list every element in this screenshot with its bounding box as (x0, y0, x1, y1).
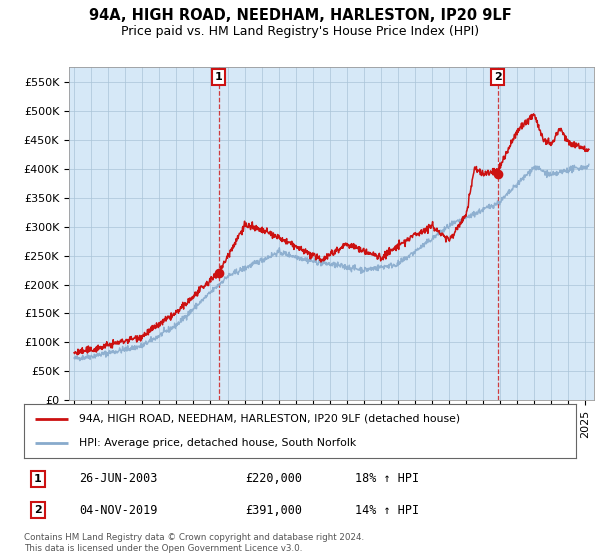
Text: HPI: Average price, detached house, South Norfolk: HPI: Average price, detached house, Sout… (79, 438, 356, 448)
Text: Contains HM Land Registry data © Crown copyright and database right 2024.
This d: Contains HM Land Registry data © Crown c… (24, 533, 364, 553)
Text: 26-JUN-2003: 26-JUN-2003 (79, 472, 158, 485)
Text: 2: 2 (494, 72, 502, 82)
Text: 94A, HIGH ROAD, NEEDHAM, HARLESTON, IP20 9LF: 94A, HIGH ROAD, NEEDHAM, HARLESTON, IP20… (89, 8, 511, 24)
Text: 04-NOV-2019: 04-NOV-2019 (79, 504, 158, 517)
Text: £391,000: £391,000 (245, 504, 302, 517)
Text: 2: 2 (34, 505, 41, 515)
Text: £220,000: £220,000 (245, 472, 302, 485)
Text: 14% ↑ HPI: 14% ↑ HPI (355, 504, 419, 517)
Text: 94A, HIGH ROAD, NEEDHAM, HARLESTON, IP20 9LF (detached house): 94A, HIGH ROAD, NEEDHAM, HARLESTON, IP20… (79, 414, 460, 424)
Text: Price paid vs. HM Land Registry's House Price Index (HPI): Price paid vs. HM Land Registry's House … (121, 25, 479, 38)
Text: 18% ↑ HPI: 18% ↑ HPI (355, 472, 419, 485)
Text: 1: 1 (215, 72, 223, 82)
Text: 1: 1 (34, 474, 41, 484)
